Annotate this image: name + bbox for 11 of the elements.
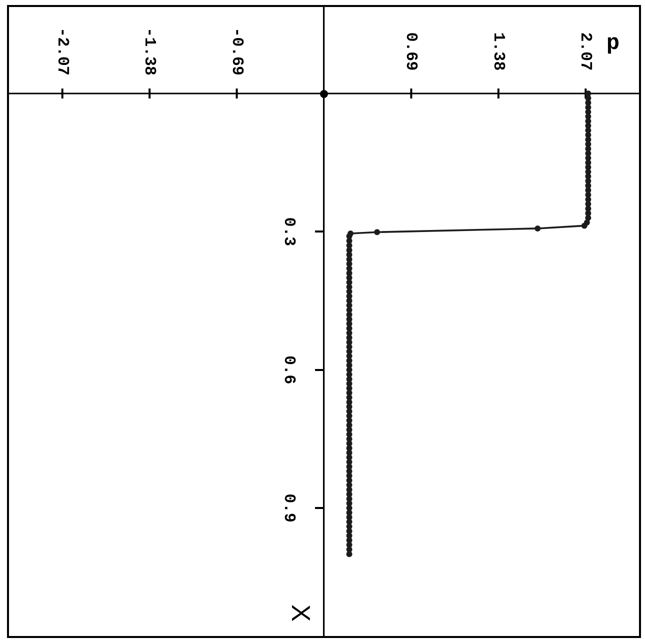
y-tick-label: 0.6 (280, 355, 298, 384)
x-tick-label: 1.38 (489, 32, 508, 71)
x-tick-label: 0.69 (402, 32, 420, 71)
y-tick-label: 0.9 (280, 494, 298, 522)
x-tick-label: -2.07 (53, 28, 72, 76)
x-tick-label: 2.07 (576, 32, 595, 71)
y-axis-title: X (286, 604, 316, 622)
y-tick-label: 0.3 (280, 217, 298, 246)
x-tick-label: -1.38 (140, 28, 159, 76)
x-axis-title: p (606, 31, 620, 56)
x-tick-label: -0.69 (228, 28, 246, 76)
